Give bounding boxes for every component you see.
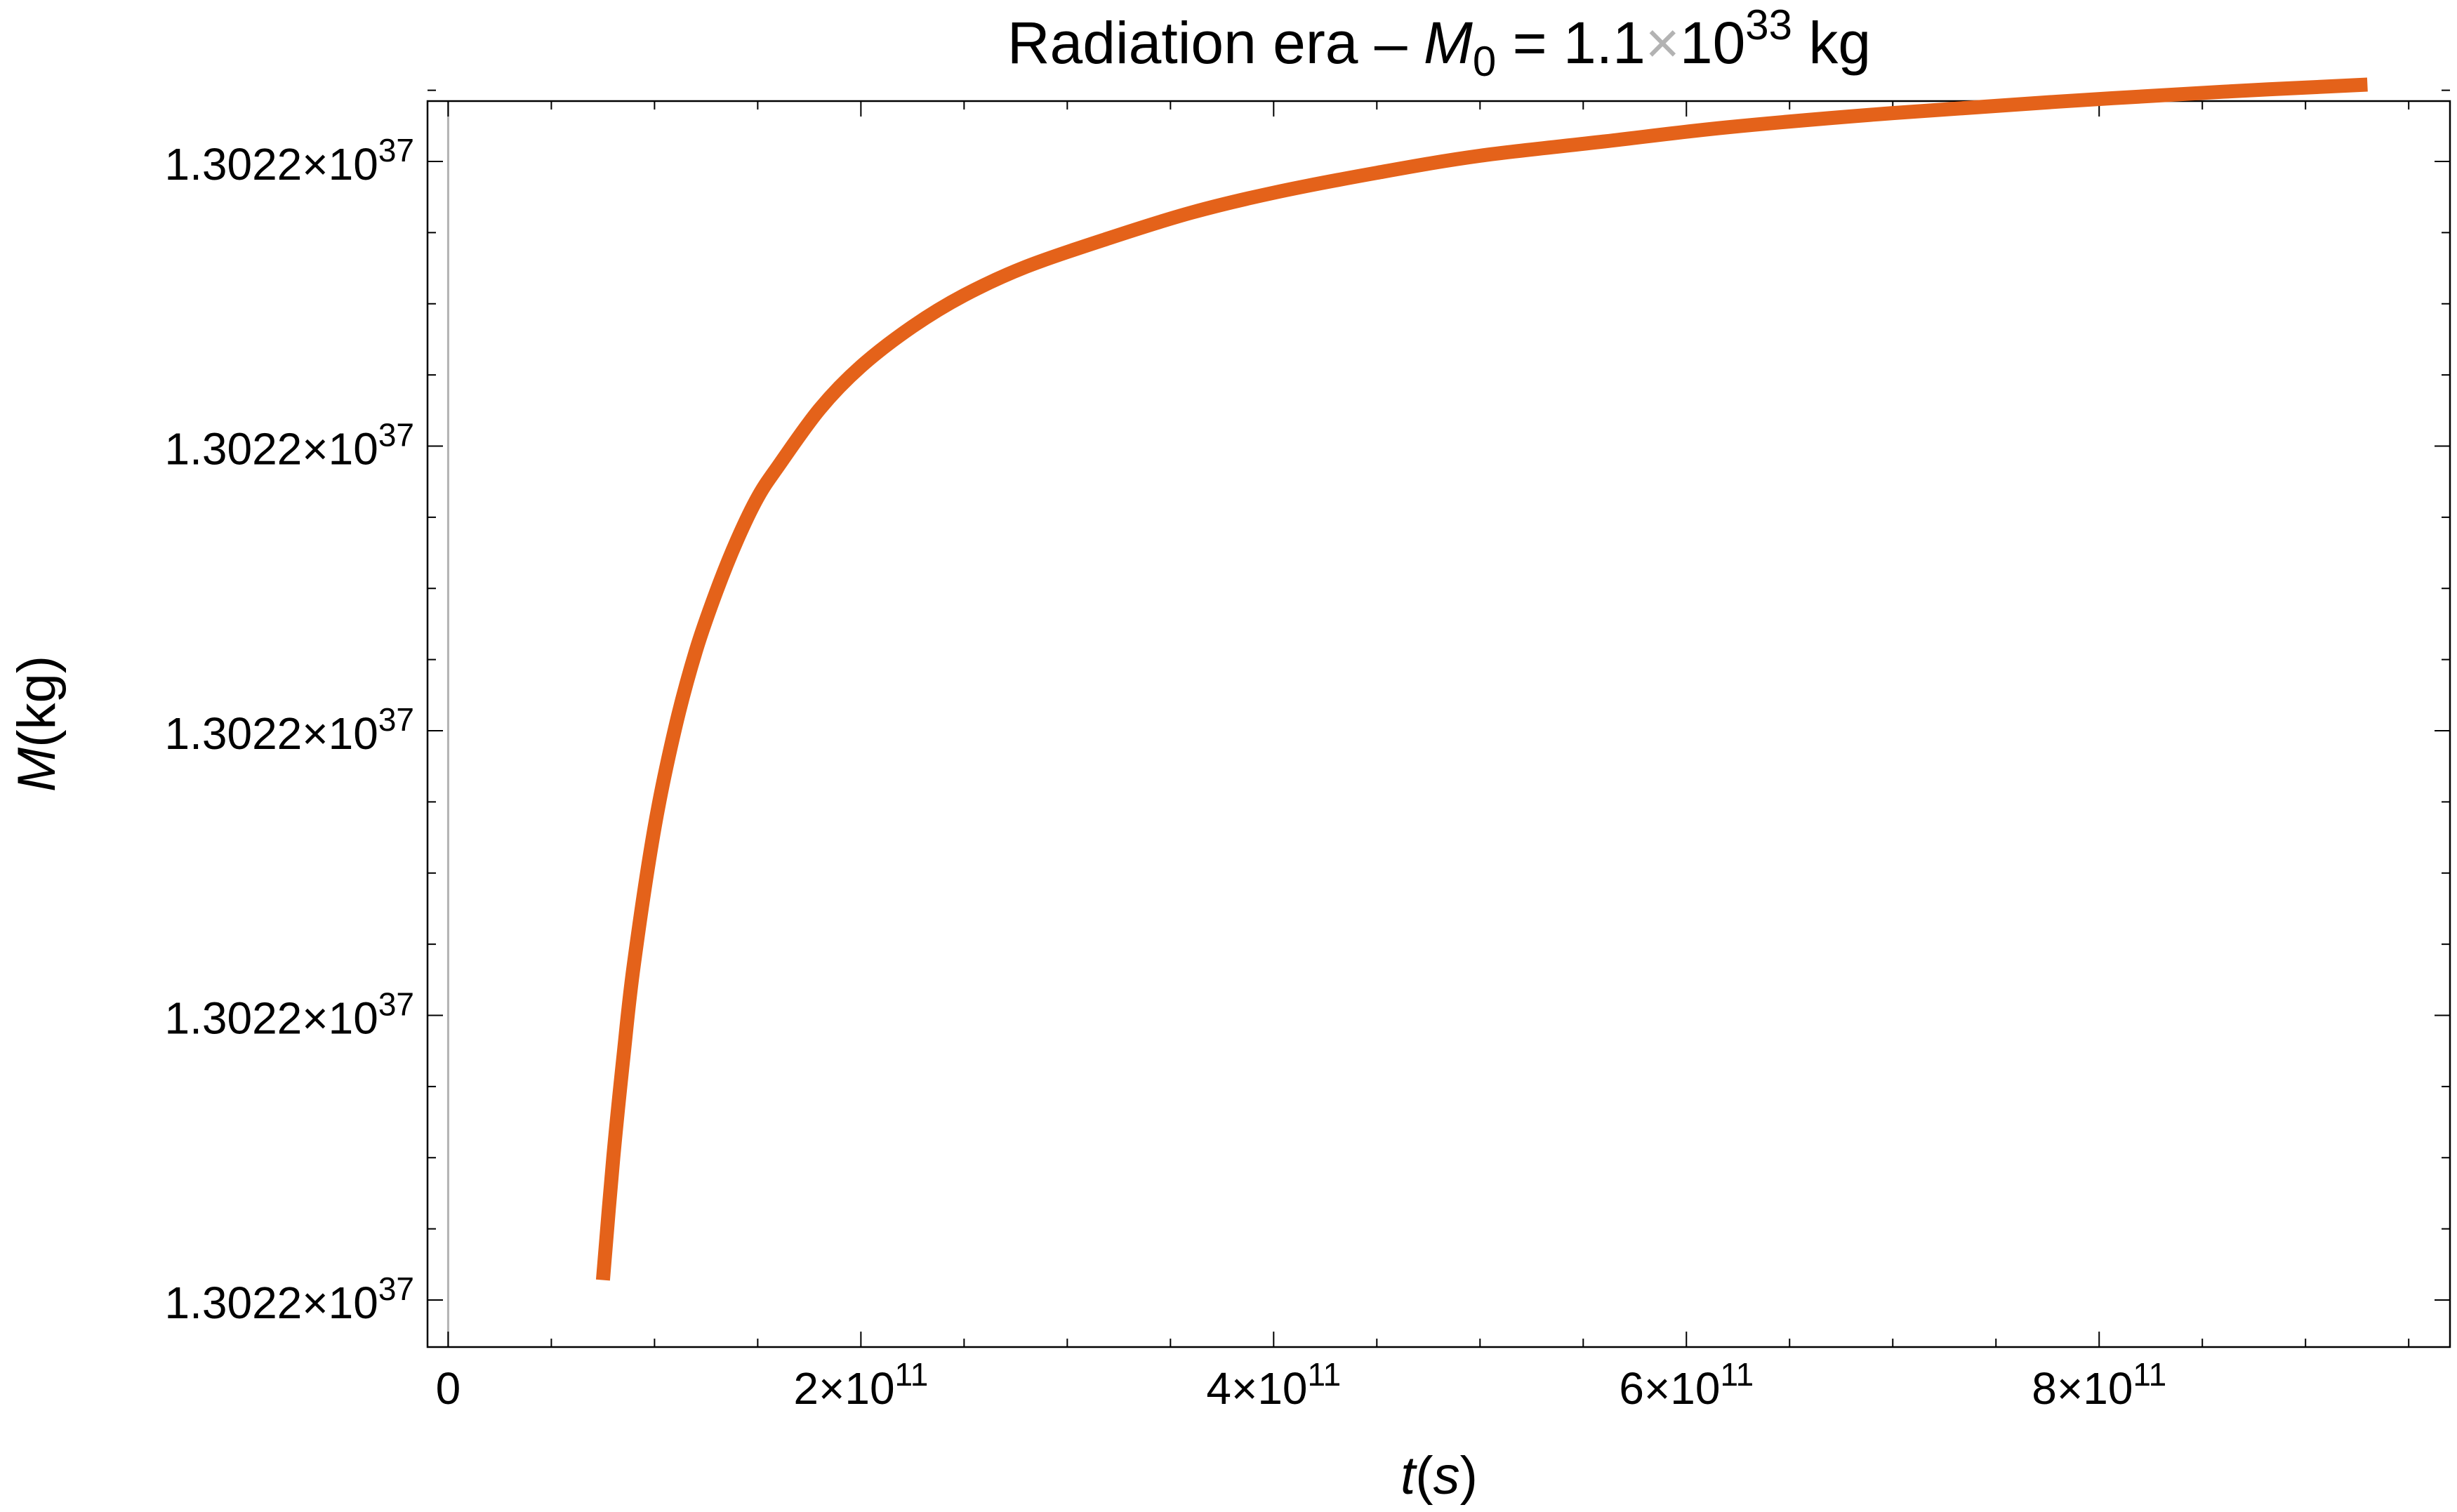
x-tick-label: 6×1011 <box>1619 1356 1754 1414</box>
chart-title: Radiation era – M0 = 1.1×1033 kg <box>1007 1 1871 85</box>
x-tick-label: 0 <box>436 1363 461 1414</box>
y-tick-label: 1.3022×1037 <box>165 986 414 1044</box>
x-tick-label: 4×1011 <box>1206 1356 1341 1414</box>
x-axis-label: t(s) <box>1400 1446 1478 1506</box>
y-tick-label: 1.3022×1037 <box>165 1271 414 1328</box>
y-axis-label: M(kg) <box>7 656 67 792</box>
y-tick-label: 1.3022×1037 <box>165 701 414 759</box>
x-tick-label: 8×1011 <box>2032 1356 2166 1414</box>
plot-frame <box>426 100 2451 1348</box>
y-tick-label: 1.3022×1037 <box>165 417 414 475</box>
y-tick-label: 1.3022×1037 <box>165 132 414 190</box>
series-line-0 <box>595 77 2368 1281</box>
x-tick-label: 2×1011 <box>793 1356 928 1414</box>
